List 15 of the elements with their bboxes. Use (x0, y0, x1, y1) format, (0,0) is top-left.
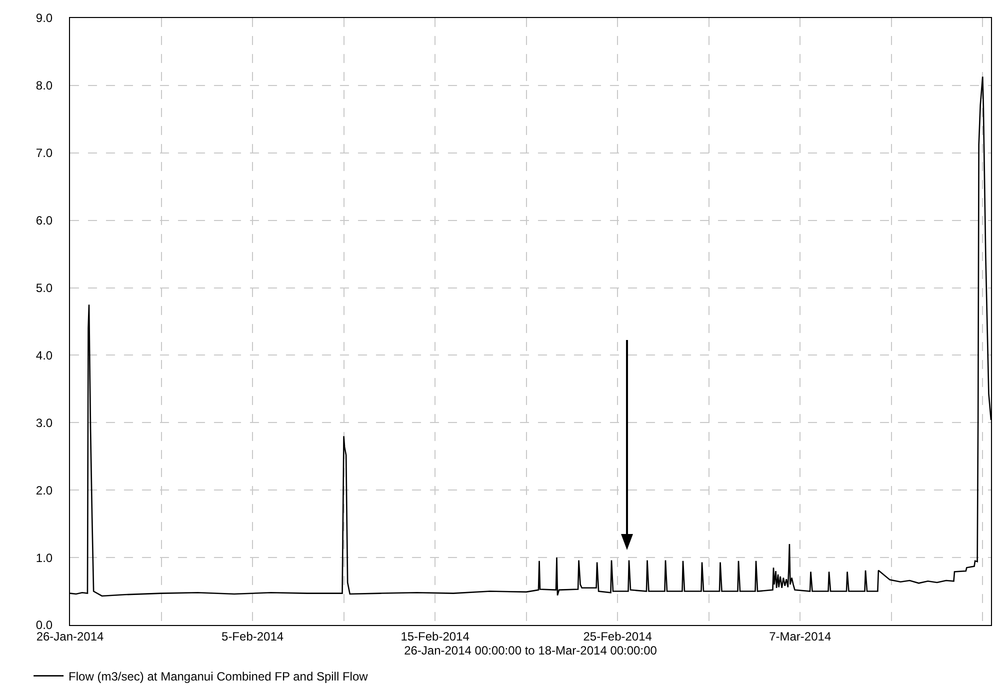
y-tick-label: 9.0 (36, 11, 53, 26)
y-tick-label: 6.0 (36, 214, 53, 228)
y-tick-label: 1.0 (36, 550, 53, 565)
x-tick-label: 5-Feb-2014 (222, 629, 284, 644)
y-tick-label: 7.0 (36, 146, 53, 160)
y-tick-label: 8.0 (36, 78, 53, 93)
y-tick-label: 4.0 (36, 348, 53, 362)
x-axis-title: 26-Jan-2014 00:00:00 to 18-Mar-2014 00:00:00 (404, 643, 658, 658)
x-tick-label: 25-Feb-2014 (583, 629, 652, 644)
y-tick-label: 5.0 (36, 280, 53, 295)
legend-label: Flow (m3/sec) at Manganui Combined FP and Spill Flow (68, 669, 368, 684)
y-tick-label: 2.0 (36, 483, 53, 498)
x-tick-label: 7-Mar-2014 (769, 629, 832, 644)
x-tick-label: 15-Feb-2014 (400, 629, 470, 644)
y-tick-label: 3.0 (36, 416, 53, 430)
